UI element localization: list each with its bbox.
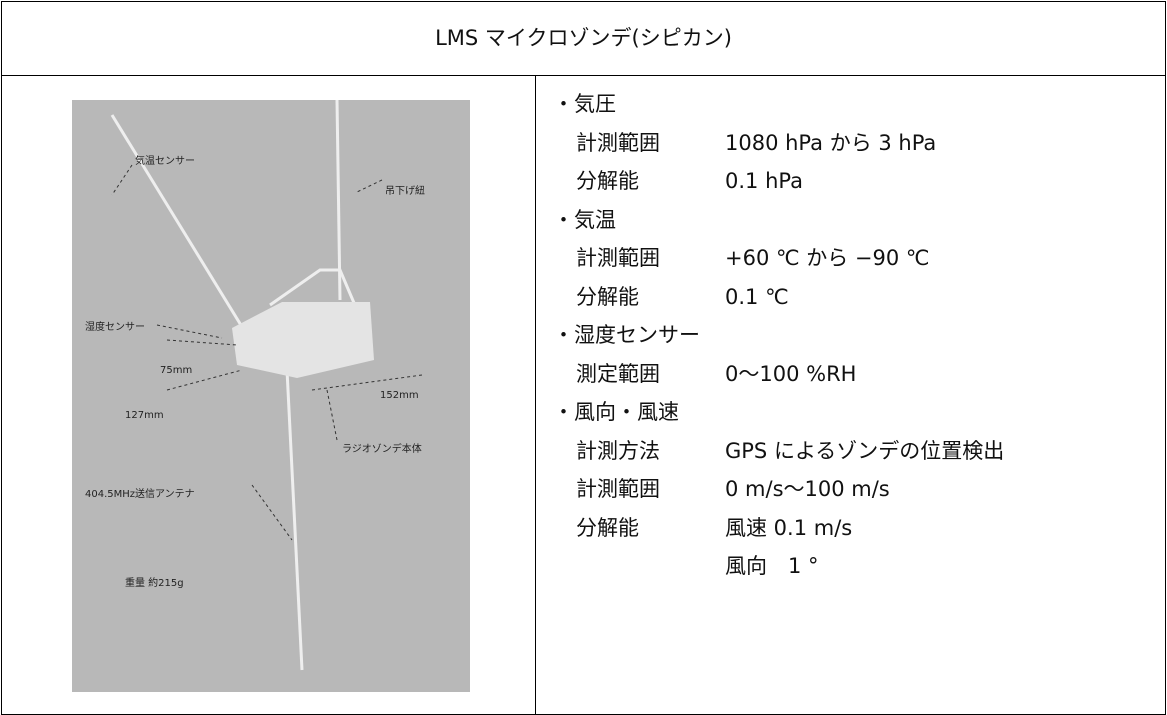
spec-label: 分解能 — [576, 169, 639, 193]
photo-label: 152mm — [380, 390, 419, 401]
photo-label: 吊下げ紐 — [385, 186, 425, 197]
spec-value: 0～100 %RH — [725, 361, 857, 386]
spec-value: +60 ℃ から −90 ℃ — [725, 246, 930, 270]
spec-label: 計測方法 — [576, 438, 660, 463]
spec-heading: ・風向・風速 — [553, 400, 679, 424]
photo-label: 気温センサー — [135, 156, 195, 167]
sonde-drawing — [110, 100, 359, 671]
spec-label: 計測範囲 — [576, 130, 660, 155]
photo — [72, 100, 470, 692]
spec-label: 計測範囲 — [576, 246, 660, 270]
spec-value: 0.1 ℃ — [725, 284, 789, 309]
spec-value: GPS によるゾンデの位置検出 — [725, 438, 1005, 463]
spec-value: 風向 1 ° — [725, 554, 819, 578]
spec-value: 0 m/s～100 m/s — [725, 477, 890, 501]
spec-heading: ・湿度センサー — [553, 323, 700, 347]
photo-background — [72, 100, 470, 692]
spec-value: 1080 hPa から 3 hPa — [725, 130, 937, 155]
photo-label: 75mm — [160, 365, 193, 376]
spec-heading: ・気圧 — [553, 92, 616, 116]
spec-label: 測定範囲 — [576, 361, 660, 386]
sonde-body — [232, 302, 374, 378]
spec-value: 風速 0.1 m/s — [725, 515, 853, 540]
photo-label: 404.5MHz送信アンテナ — [85, 489, 195, 500]
photo-label: 127mm — [125, 410, 164, 421]
title: LMS マイクロゾンデ(シピカン) — [435, 26, 732, 50]
spec-label: 分解能 — [576, 515, 639, 540]
spec-label: 計測範囲 — [576, 477, 660, 501]
spec-value: 0.1 hPa — [725, 169, 803, 193]
spec-label: 分解能 — [576, 284, 639, 309]
leader-lines — [111, 164, 423, 541]
photo-label: 重量 約215g — [125, 578, 184, 589]
spec-heading: ・気温 — [553, 207, 616, 232]
photo-label: ラジオゾンデ本体 — [342, 444, 422, 455]
photo-label: 湿度センサー — [85, 322, 145, 333]
